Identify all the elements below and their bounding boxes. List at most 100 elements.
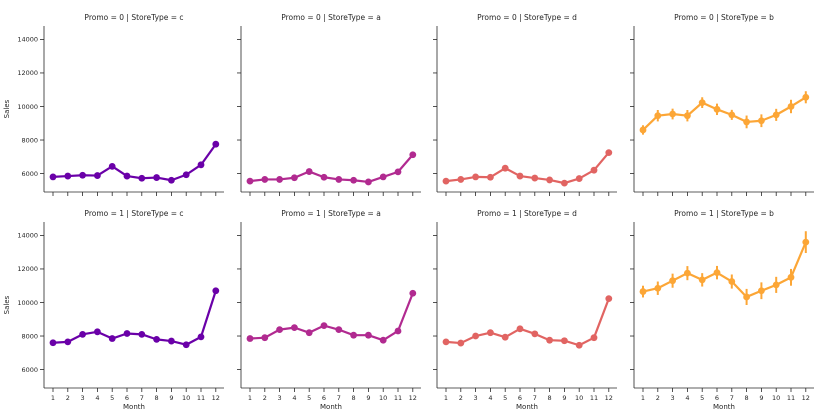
data-point (684, 112, 691, 120)
y-tick-label: 10000 (17, 103, 38, 111)
data-point (94, 172, 101, 179)
x-tick-label: 6 (715, 394, 719, 402)
data-point (153, 335, 161, 343)
data-point (197, 161, 205, 169)
data-point (605, 295, 613, 303)
data-point (531, 330, 539, 338)
data-point (802, 93, 810, 101)
data-point (246, 177, 254, 185)
data-point (639, 288, 647, 295)
data-point (487, 173, 494, 181)
x-tick-label: 2 (66, 394, 70, 402)
x-tick-label: 4 (95, 394, 99, 402)
data-point (305, 329, 313, 337)
series-line (642, 96, 807, 131)
data-point (516, 172, 524, 180)
data-point (379, 336, 387, 344)
x-tick-label: 1 (51, 394, 55, 402)
x-tick-label: 5 (307, 394, 311, 402)
data-point (575, 175, 583, 182)
x-tick-label: 1 (248, 394, 252, 402)
series-line (52, 143, 217, 182)
x-tick-label: 4 (685, 394, 689, 402)
x-tick-label: 3 (474, 394, 478, 402)
y-tick-label: 12000 (17, 265, 38, 273)
data-point (669, 277, 676, 285)
data-point (457, 176, 465, 183)
x-tick-label: 11 (394, 394, 402, 402)
facet-title: Promo = 0 | StoreType = a (281, 13, 381, 22)
data-point (728, 278, 736, 285)
series-line (52, 290, 217, 346)
data-point (123, 330, 131, 337)
x-tick-label: 11 (590, 394, 598, 402)
x-tick-label: 9 (366, 394, 370, 402)
x-tick-label: 8 (745, 394, 749, 402)
facet-title: Promo = 1 | StoreType = b (674, 209, 774, 218)
data-point (698, 276, 706, 284)
x-tick-label: 11 (787, 394, 795, 402)
data-point (472, 173, 479, 181)
y-tick-label: 8000 (21, 136, 38, 144)
data-point (713, 269, 721, 277)
x-tick-label: 12 (605, 394, 613, 402)
data-point (409, 289, 417, 297)
data-point (379, 173, 387, 181)
series-line (642, 241, 807, 299)
x-tick-label: 10 (379, 394, 387, 402)
x-axis-label: Month (713, 403, 735, 411)
x-tick-label: 4 (488, 394, 492, 402)
data-point (605, 149, 613, 156)
y-axis-label: Sales (3, 295, 11, 314)
x-tick-label: 2 (459, 394, 463, 402)
facet-title: Promo = 0 | StoreType = d (477, 13, 577, 22)
data-point (546, 176, 553, 184)
data-point (772, 111, 780, 119)
x-axis-label: Month (516, 403, 538, 411)
x-tick-label: 1 (444, 394, 448, 402)
data-point (350, 331, 357, 339)
x-tick-label: 5 (700, 394, 704, 402)
data-point (182, 171, 190, 179)
data-point (168, 337, 175, 345)
facet-title: Promo = 1 | StoreType = a (281, 209, 381, 218)
data-point (64, 172, 72, 180)
data-point (698, 99, 706, 107)
data-point (261, 334, 269, 342)
data-point (442, 177, 450, 185)
data-point (276, 176, 283, 183)
data-point (772, 281, 780, 289)
data-point (261, 176, 269, 183)
data-point (335, 326, 343, 334)
data-point (501, 164, 509, 172)
x-tick-label: 6 (518, 394, 522, 402)
data-point (501, 333, 509, 341)
x-tick-label: 9 (759, 394, 763, 402)
data-point (138, 174, 146, 182)
series-line (249, 154, 414, 184)
x-tick-label: 6 (125, 394, 129, 402)
y-tick-label: 14000 (17, 232, 38, 240)
x-axis-label: Month (320, 403, 342, 411)
data-point (212, 287, 220, 295)
x-tick-label: 7 (337, 394, 341, 402)
y-axis-label: Sales (3, 99, 11, 118)
x-tick-label: 12 (212, 394, 220, 402)
data-point (123, 172, 131, 180)
data-point (654, 112, 662, 120)
data-point (743, 293, 750, 301)
x-tick-label: 12 (409, 394, 417, 402)
data-point (409, 151, 417, 159)
series-line (445, 151, 610, 185)
x-tick-label: 7 (533, 394, 537, 402)
x-tick-label: 5 (503, 394, 507, 402)
data-point (108, 335, 116, 342)
data-point (350, 176, 357, 184)
data-point (365, 178, 372, 186)
data-point (546, 336, 553, 344)
x-tick-label: 3 (278, 394, 282, 402)
x-tick-label: 1 (641, 394, 645, 402)
x-tick-label: 6 (322, 394, 326, 402)
x-tick-label: 3 (671, 394, 675, 402)
data-point (758, 287, 765, 295)
